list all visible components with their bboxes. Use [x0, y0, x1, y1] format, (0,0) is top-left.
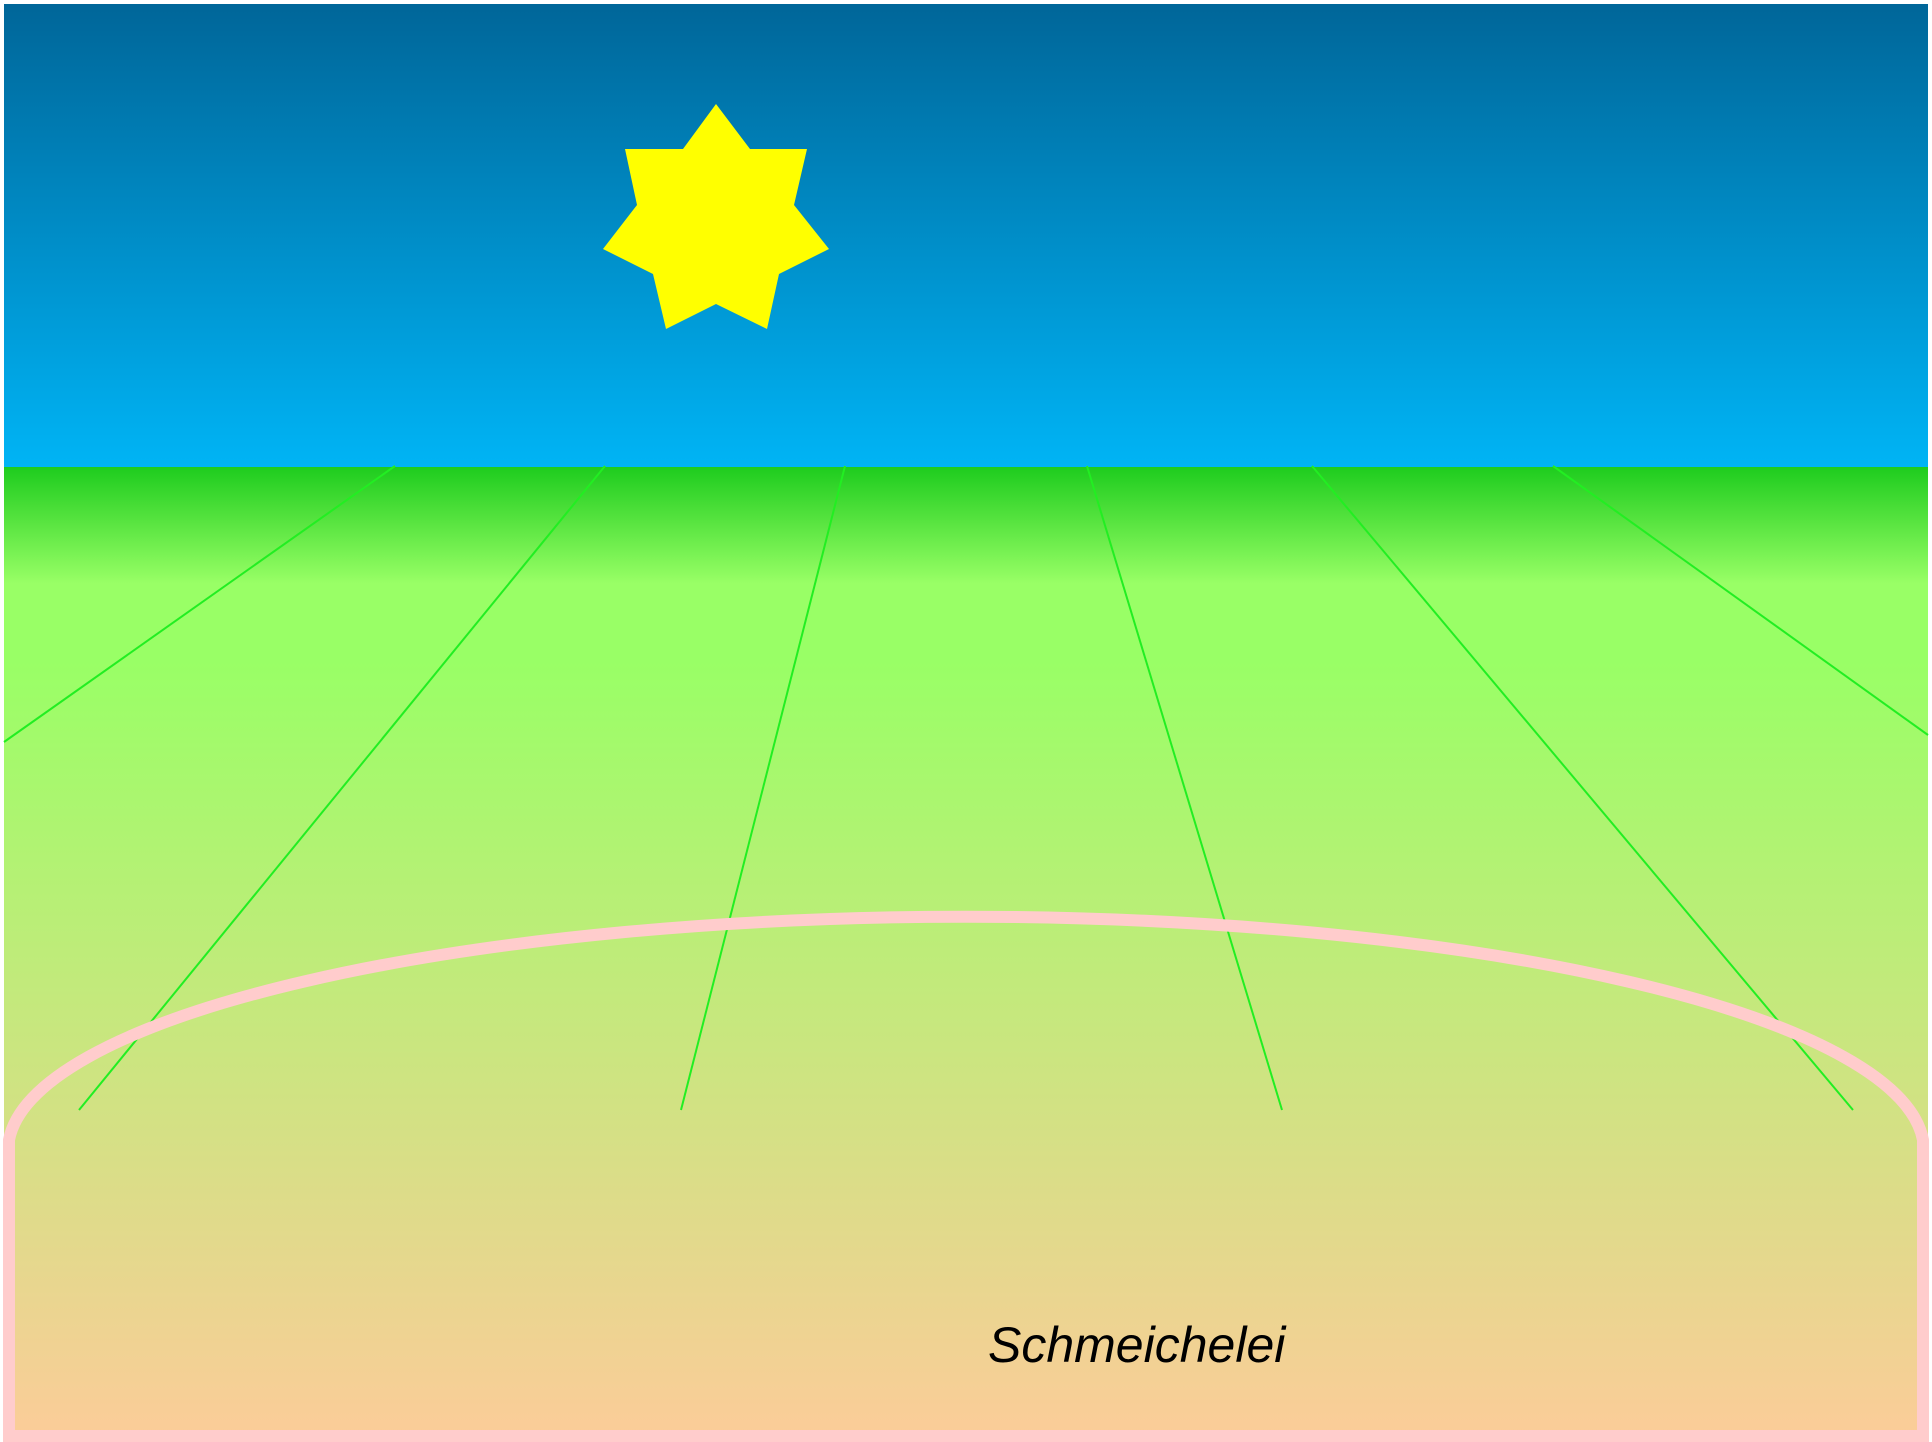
ground: [4, 467, 1928, 1440]
scene: Schmeichelei: [0, 0, 1932, 1442]
caption: Schmeichelei: [988, 1317, 1287, 1373]
sky: [4, 4, 1928, 467]
